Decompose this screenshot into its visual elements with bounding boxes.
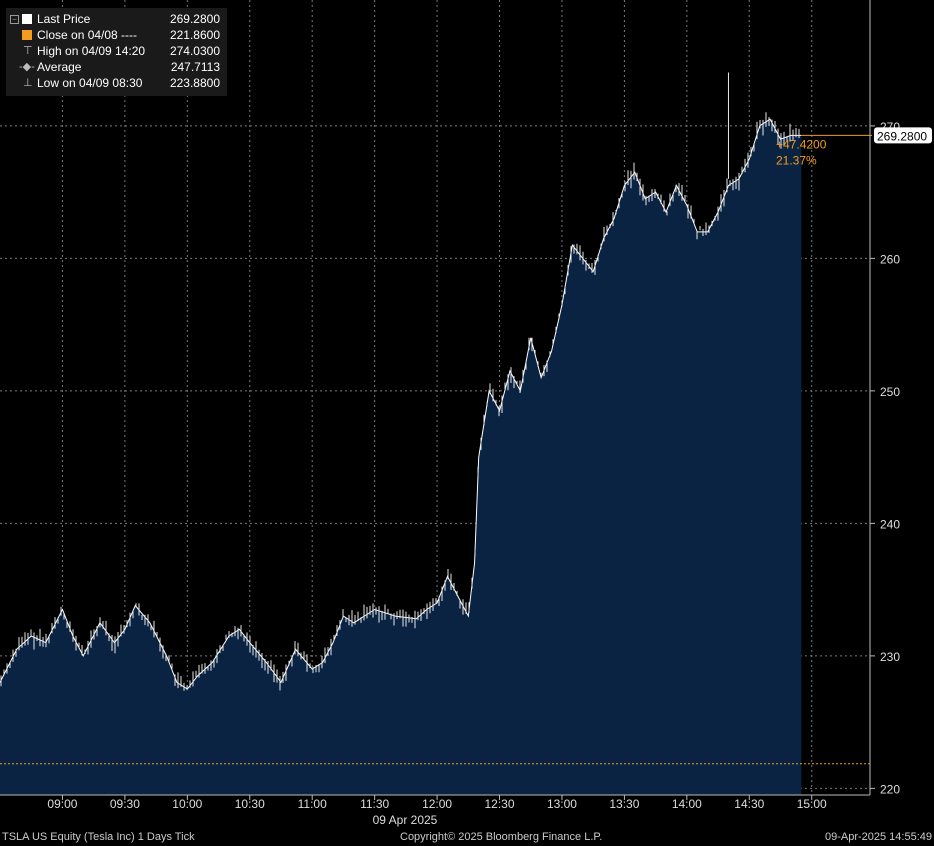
tick-noise-layer: [0, 72, 800, 691]
x-tick-label: 10:00: [172, 797, 202, 811]
last-price-annotation: 269.2800 +47.4200 21.37%: [776, 127, 932, 167]
footer-timestamp: 09-Apr-2025 14:55:49: [824, 831, 932, 843]
legend-item-low[interactable]: ⊥ Low on 04/09 08:30 223.8800: [6, 75, 227, 91]
x-tick-label: 11:00: [298, 797, 327, 811]
y-tick-label: 230: [880, 650, 900, 664]
x-tick-label: 15:00: [797, 797, 827, 811]
x-axis-date-label: 09 Apr 2025: [373, 813, 438, 827]
x-tick-label: 13:00: [547, 797, 577, 811]
y-tick-label: 250: [880, 385, 900, 399]
change-label: +47.4200: [776, 137, 827, 151]
x-tick-label: 13:30: [609, 797, 639, 811]
footer-copyright: Copyright© 2025 Bloomberg Finance L.P.: [400, 831, 603, 843]
chart-legend: − Last Price 269.2800 Close on 04/08 ---…: [6, 8, 227, 96]
x-tick-label: 14:30: [734, 797, 764, 811]
x-tick-label: 12:00: [422, 797, 452, 811]
x-tick-label: 14:00: [672, 797, 702, 811]
legend-label: Last Price: [37, 12, 91, 26]
legend-value: 223.8800: [169, 76, 220, 90]
legend-label: Average: [37, 60, 82, 74]
legend-value: 221.8600: [169, 28, 220, 42]
legend-item-high[interactable]: ⊤ High on 04/09 14:20 274.0300: [6, 43, 227, 59]
price-area: [0, 119, 802, 795]
legend-value: 247.7113: [170, 60, 220, 74]
legend-item-average[interactable]: -◆- Average 247.7113: [6, 59, 227, 75]
legend-label: Low on 04/09 08:30: [37, 76, 143, 90]
collapse-toggle-icon[interactable]: −: [10, 15, 19, 24]
low-marker-icon: ⊥: [23, 77, 33, 89]
last-price-tag-box: [874, 127, 932, 144]
last-price-tag-label: 269.2800: [877, 129, 927, 143]
x-tick-label: 09:00: [47, 797, 77, 811]
x-tick-label: 11:30: [360, 797, 389, 811]
y-tick-label: 220: [880, 782, 900, 796]
change-percent-label: 21.37%: [776, 153, 817, 167]
x-tick-label: 09:30: [110, 797, 140, 811]
legend-label: High on 04/09 14:20: [37, 44, 146, 58]
close-swatch-icon: [22, 30, 32, 40]
x-axis-ticks: 09:00 09:30 10:00 10:30 11:00 11:30 12:00 12:30…: [47, 795, 827, 811]
footer-security-label: TSLA US Equity (Tesla Inc) 1 Days Tick: [2, 831, 195, 843]
legend-value: 269.2800: [169, 12, 220, 26]
legend-item-close[interactable]: Close on 04/08 ---- 221.8600: [6, 27, 227, 43]
legend-item-last-price[interactable]: − Last Price 269.2800: [6, 11, 227, 27]
legend-value: 274.0300: [169, 44, 220, 58]
average-marker-icon: -◆-: [19, 61, 35, 73]
y-tick-label: 260: [880, 252, 900, 266]
x-tick-label: 10:30: [235, 797, 265, 811]
last-price-swatch-icon: [22, 14, 32, 24]
footer-bar: TSLA US Equity (Tesla Inc) 1 Days Tick C…: [0, 828, 934, 846]
x-tick-label: 12:30: [485, 797, 515, 811]
high-marker-icon: ⊤: [23, 45, 33, 57]
y-tick-label: 240: [880, 517, 900, 531]
legend-label: Close on 04/08 ----: [37, 28, 138, 42]
